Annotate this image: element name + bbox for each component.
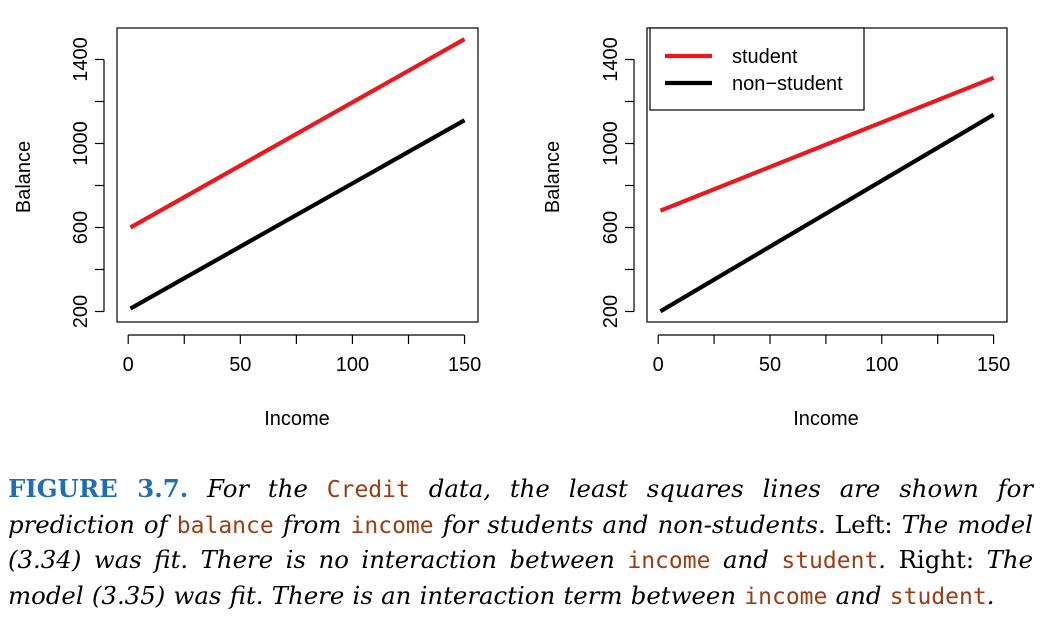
caption-code-credit: Credit [326, 477, 410, 503]
y-tick-label: 600 [600, 211, 622, 244]
legend-label: student [732, 46, 798, 68]
caption-code-student: student [781, 548, 879, 574]
x-tick-label: 100 [336, 354, 369, 376]
caption-code-income: income [744, 583, 828, 610]
y-tick-label: 1400 [70, 37, 92, 82]
caption-text: for students and non-students. [433, 509, 835, 539]
figure: 0 50 100 150 200 600 1000 1400 Income Balance 0 50… [13, 27, 1010, 430]
caption-code-student: student [889, 583, 987, 610]
y-tick-label: 600 [70, 211, 92, 244]
non-student-series-line [659, 112, 995, 314]
caption-text: For the [188, 474, 327, 503]
x-tick-label: 150 [977, 354, 1010, 376]
student-series-line [659, 75, 995, 213]
x-tick-label: 50 [759, 354, 781, 376]
caption-code-income: income [627, 548, 711, 574]
y-axis-title: Balance [13, 141, 35, 213]
x-tick-label: 0 [123, 354, 134, 376]
x-tick-label: 0 [653, 354, 664, 376]
caption-text: and [827, 580, 890, 610]
plot-frame [116, 27, 479, 323]
caption-text: from [273, 509, 351, 539]
x-axis-title: Income [264, 408, 330, 430]
caption-text: The model (3.34) was fit. There is no in… [8, 509, 1033, 575]
caption-text: . [878, 545, 899, 574]
caption-code-balance: balance [176, 512, 274, 539]
caption-left-label: Left: [834, 509, 893, 539]
student-series-line [129, 37, 466, 230]
y-tick-label: 1000 [70, 121, 92, 166]
y-tick-label: 200 [600, 295, 622, 328]
x-tick-label: 150 [448, 354, 481, 376]
x-axis-title: Income [793, 408, 859, 430]
caption-text: and [710, 545, 782, 574]
caption-text: data, the least squares lines are shown … [8, 474, 1033, 539]
non-student-series-line [129, 118, 466, 311]
right-panel: 0 50 100 150 200 600 1000 1400 Income Balance stud… [542, 27, 1010, 430]
y-axis-title: Balance [542, 141, 564, 213]
x-tick-label: 50 [229, 354, 251, 376]
caption-text: The model (3.35) was fit. There is an in… [8, 545, 1034, 610]
y-tick-label: 1400 [600, 37, 622, 82]
legend-box [649, 27, 865, 111]
caption-right-label: Right: [898, 545, 975, 574]
y-tick-label: 200 [70, 295, 92, 328]
caption-code-income: income [350, 512, 434, 539]
figure-number: FIGURE 3.7. [8, 474, 189, 503]
left-panel: 0 50 100 150 200 600 1000 1400 Income Balance [13, 27, 481, 430]
x-tick-label: 100 [865, 354, 898, 376]
figure-caption: FIGURE 3.7. For the Credit data, the lea… [8, 472, 1033, 614]
caption-text: . [986, 580, 995, 610]
y-tick-label: 1000 [600, 121, 622, 166]
legend-label: non−student [732, 73, 843, 95]
